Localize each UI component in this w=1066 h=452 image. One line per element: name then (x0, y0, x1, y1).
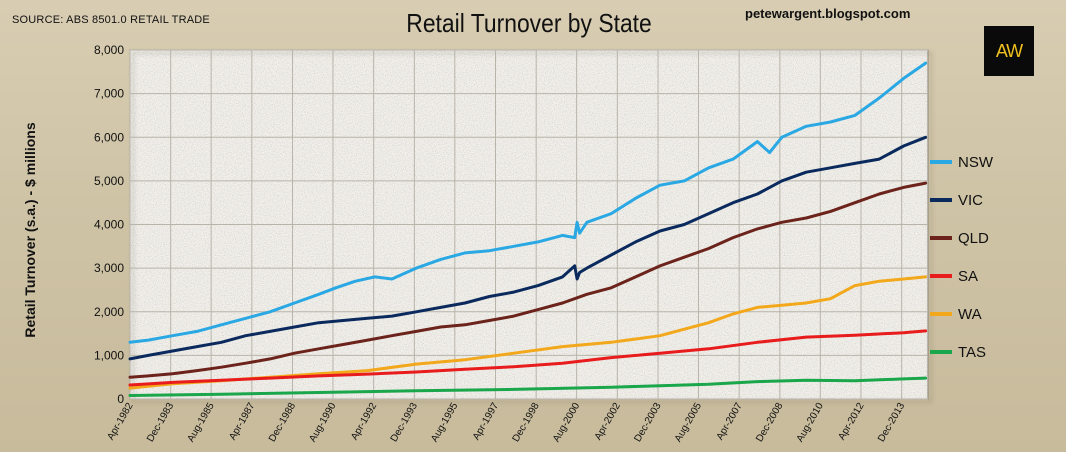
blog-url: petewargent.blogspot.com (745, 6, 911, 21)
y-tick-label: 8,000 (94, 43, 124, 57)
series-line-wa (128, 275, 928, 390)
legend-item-wa: WA (930, 304, 1050, 324)
x-tick-label: Aug-1995 (429, 401, 460, 444)
aw-logo: AW (984, 26, 1034, 76)
chart-title: Retail Turnover by State (406, 8, 652, 38)
legend-item-vic: VIC (930, 190, 1050, 210)
legend-swatch (930, 236, 952, 240)
series-line-tas (128, 376, 928, 397)
legend-label: WA (958, 305, 982, 323)
legend-label: QLD (958, 229, 989, 247)
legend-item-tas: TAS (930, 342, 1050, 362)
x-tick-label: Dec-1998 (511, 401, 542, 444)
y-tick-label: 1,000 (94, 348, 124, 362)
legend-item-sa: SA (930, 266, 1050, 286)
legend-swatch (930, 274, 952, 278)
legend-item-qld: QLD (930, 228, 1050, 248)
y-tick-label: 3,000 (94, 261, 124, 275)
y-tick-label: 5,000 (94, 174, 124, 188)
x-tick-label: Apr-2002 (593, 401, 623, 443)
x-tick-label: Apr-1987 (227, 401, 257, 443)
x-tick-label: Dec-1988 (267, 401, 298, 444)
series-line-nsw (128, 61, 928, 344)
legend-item-nsw: NSW (930, 152, 1050, 172)
x-tick-label: Apr-1992 (349, 401, 379, 443)
x-tick-label: Apr-1997 (471, 401, 501, 443)
x-tick-label: Apr-2007 (715, 401, 745, 443)
y-tick-label: 4,000 (94, 218, 124, 232)
logo-text: AW (995, 40, 1023, 61)
y-tick-label: 7,000 (94, 87, 124, 101)
legend-label: SA (958, 267, 979, 285)
x-tick-label: Apr-1982 (106, 401, 136, 443)
x-tick-label: Apr-2012 (836, 401, 866, 443)
x-tick-label: Dec-2008 (754, 401, 785, 444)
legend-label: NSW (958, 153, 993, 171)
series-line-vic (128, 135, 928, 361)
x-tick-label: Aug-1990 (307, 401, 338, 444)
legend-label: VIC (958, 191, 984, 209)
legend-label: TAS (958, 343, 987, 361)
y-tick-label: 6,000 (94, 130, 124, 144)
x-tick-label: Dec-1993 (389, 401, 420, 444)
legend-swatch (930, 312, 952, 316)
source-note: SOURCE: ABS 8501.0 RETAIL TRADE (12, 14, 210, 26)
series-line-qld (128, 181, 928, 379)
x-tick-label: Aug-1985 (186, 401, 217, 444)
x-tick-label: Aug-2000 (551, 401, 582, 444)
legend-swatch (930, 350, 952, 354)
x-tick-label: Aug-2010 (795, 401, 826, 444)
y-tick-label: 2,000 (94, 305, 124, 319)
legend-swatch (930, 198, 952, 202)
x-tick-label: Dec-2003 (632, 401, 663, 444)
x-tick-label: Dec-2013 (876, 401, 907, 444)
series-line-sa (128, 329, 928, 387)
y-tick-label: 0 (117, 392, 124, 406)
x-tick-label: Aug-2005 (673, 401, 704, 444)
x-tick-label: Dec-1983 (145, 401, 176, 444)
legend-swatch (930, 160, 952, 164)
